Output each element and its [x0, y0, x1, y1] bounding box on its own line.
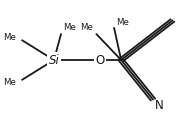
- Text: Me: Me: [3, 78, 16, 87]
- Text: N: N: [155, 99, 164, 112]
- Text: Me: Me: [80, 23, 93, 32]
- Text: Me: Me: [3, 33, 16, 42]
- Text: O: O: [95, 54, 104, 66]
- Text: Me: Me: [116, 18, 129, 27]
- Text: Si: Si: [49, 54, 59, 66]
- Text: Me: Me: [63, 23, 76, 32]
